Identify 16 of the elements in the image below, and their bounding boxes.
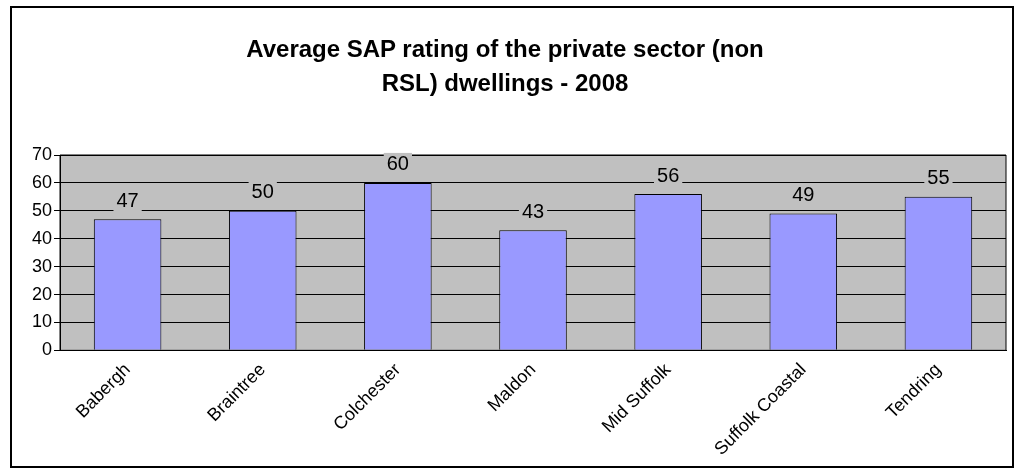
- y-tick-label: 50: [31, 199, 53, 220]
- data-label: 55: [927, 166, 950, 189]
- data-label: 50: [251, 180, 274, 203]
- chart-title: Average SAP rating of the private sector (non RSL) dwellings - 2008: [245, 34, 765, 98]
- y-tick-label: 10: [31, 311, 53, 332]
- y-tick-label: 0: [42, 339, 53, 360]
- y-tick-label: 60: [31, 171, 53, 192]
- y-tick-label: 70: [31, 143, 53, 164]
- data-label: 56: [657, 163, 680, 186]
- data-label: 47: [116, 188, 139, 211]
- y-tick-label: 30: [31, 255, 53, 276]
- data-label: 43: [521, 199, 545, 222]
- y-tick-label: 40: [31, 227, 53, 248]
- y-tick-label: 20: [31, 283, 53, 304]
- data-label: 49: [792, 183, 815, 206]
- data-label: 60: [386, 152, 409, 175]
